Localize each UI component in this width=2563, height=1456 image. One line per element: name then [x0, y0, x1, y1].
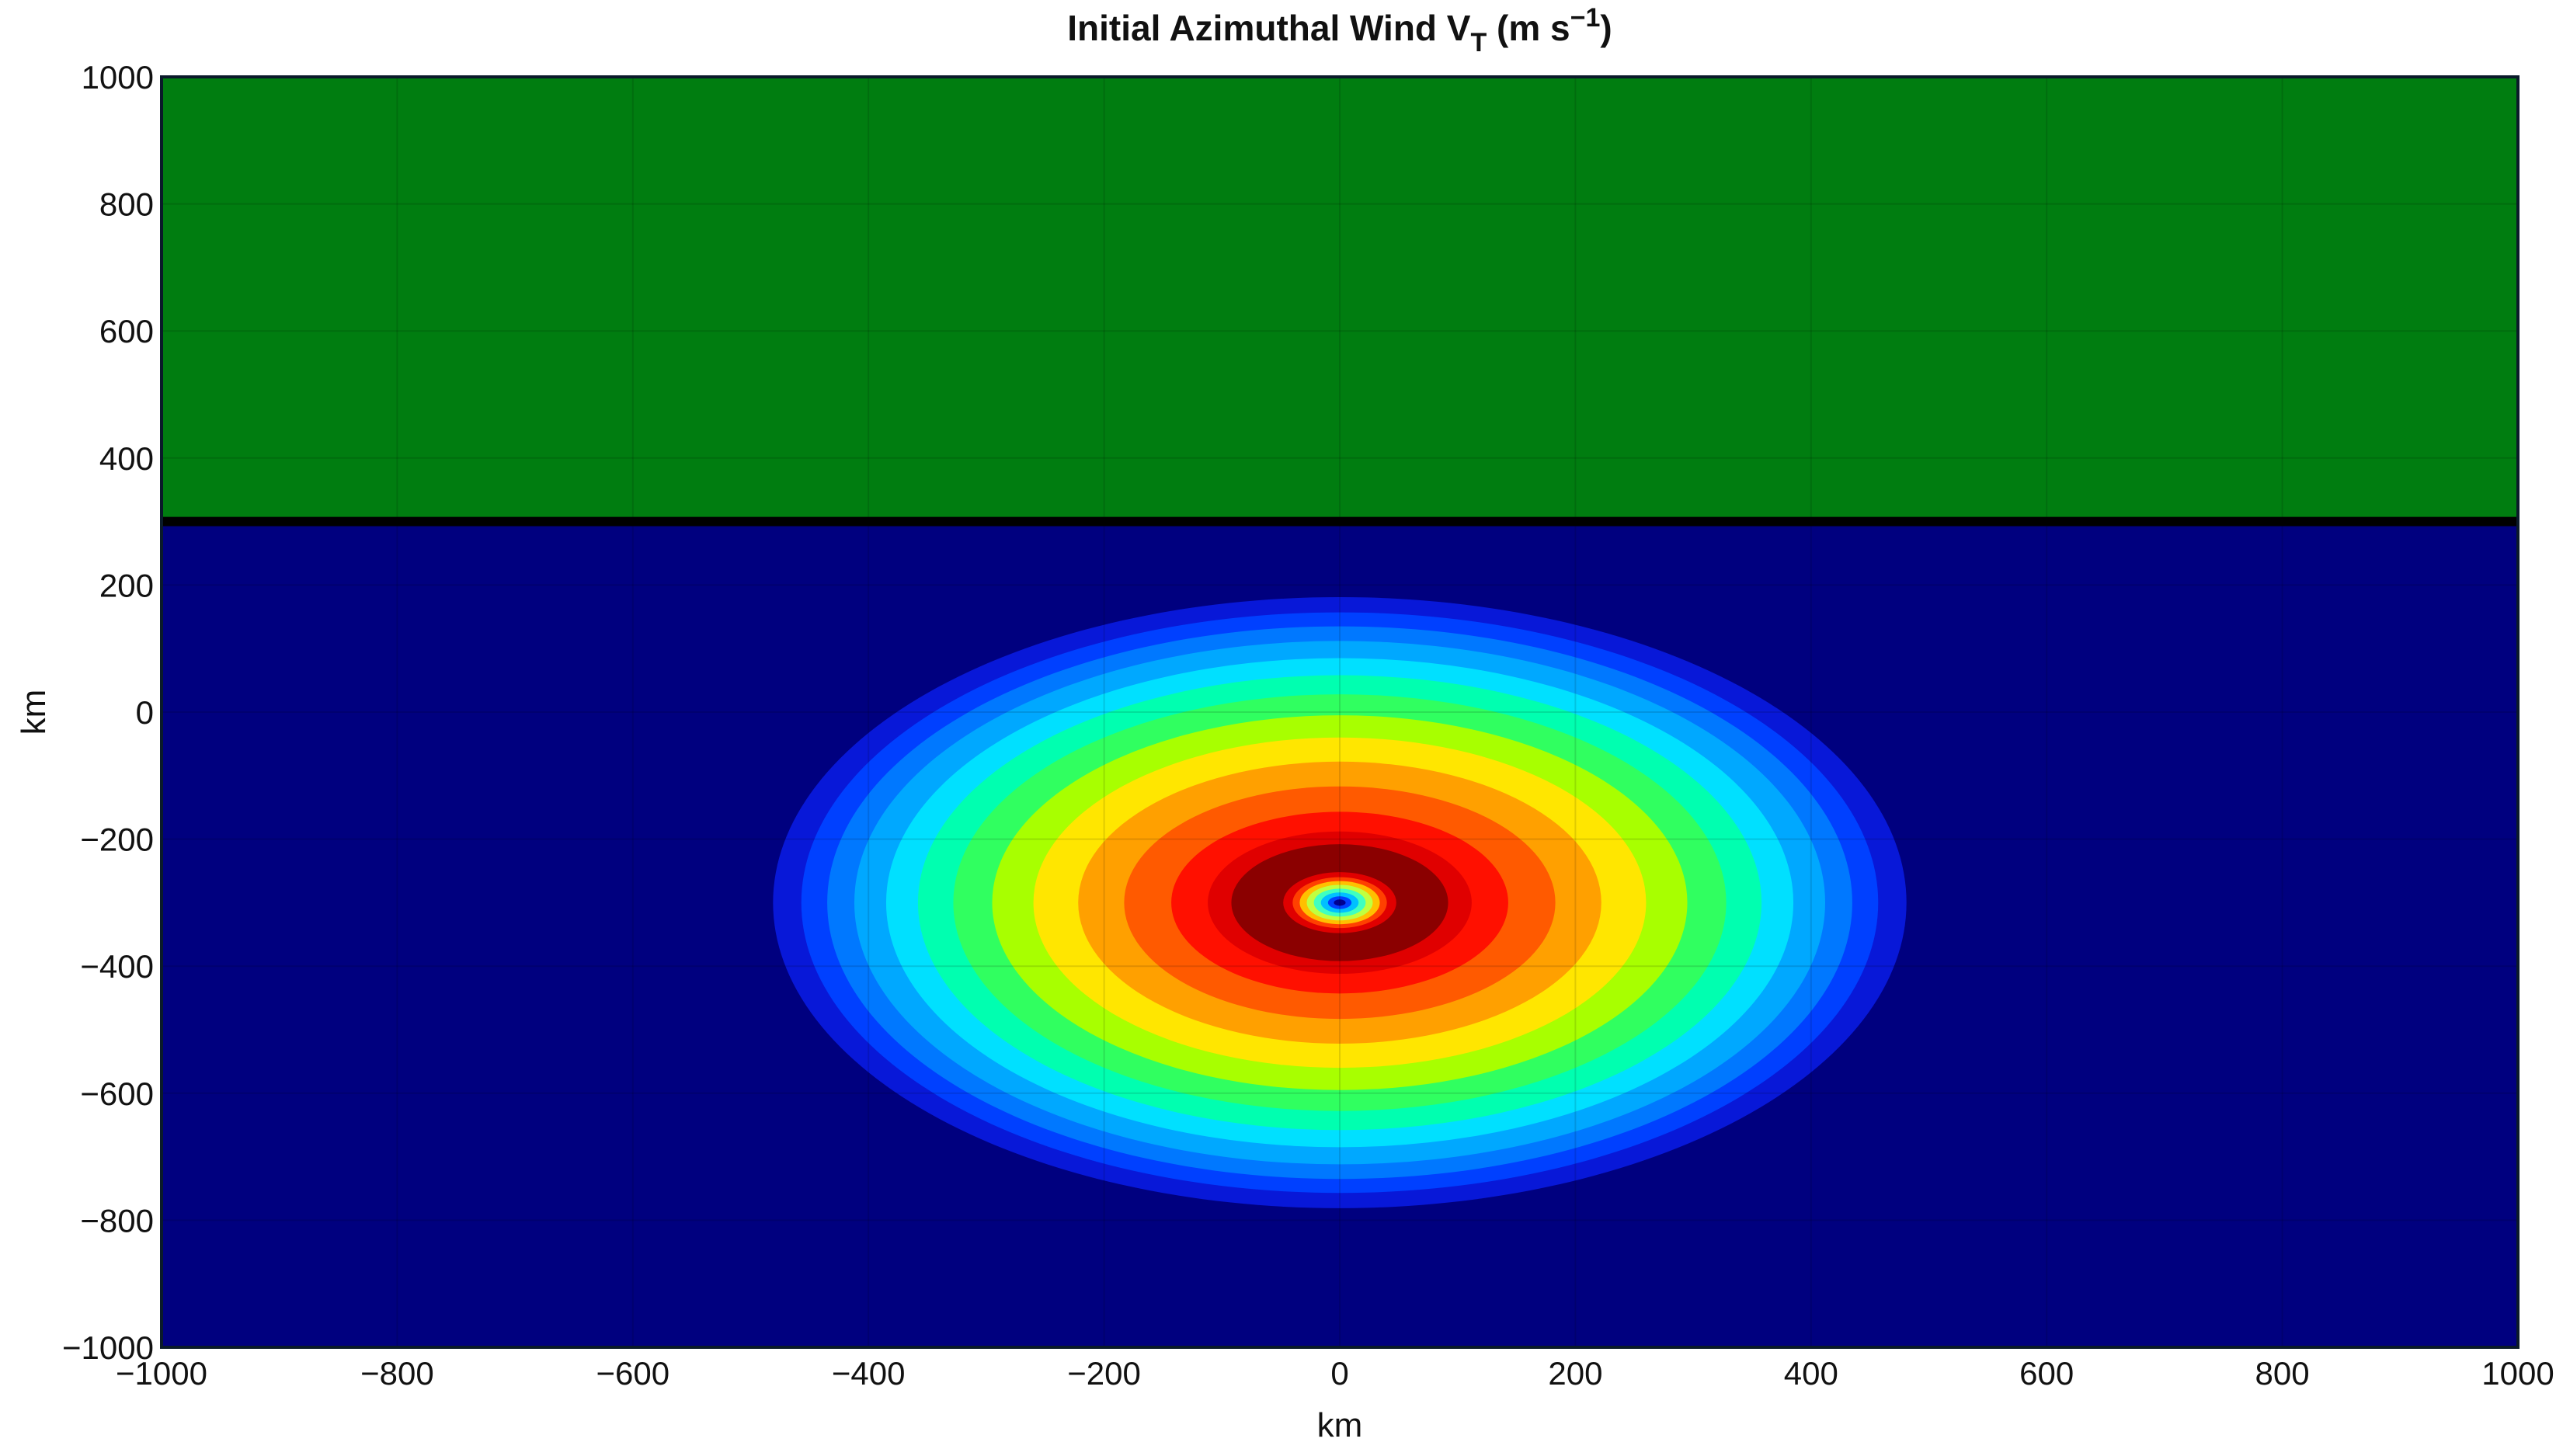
y-tick-label: 400: [99, 440, 154, 477]
y-tick-label: 800: [99, 186, 154, 223]
x-tick-label: −1000: [116, 1355, 207, 1392]
x-tick-label: 1000: [2481, 1355, 2554, 1392]
x-tick-label: 600: [2019, 1355, 2074, 1392]
title-subscript: T: [1470, 28, 1487, 57]
y-tick-label: 0: [136, 694, 154, 731]
x-tick-label: −600: [596, 1355, 669, 1392]
x-tick-label: 800: [2255, 1355, 2310, 1392]
title-close: ): [1600, 8, 1612, 48]
mask-region: [162, 77, 2518, 522]
y-tick-label: −800: [80, 1202, 154, 1239]
y-tick-label: 1000: [82, 59, 154, 96]
x-tick-label: 0: [1330, 1355, 1348, 1392]
y-tick-label: −400: [80, 948, 154, 985]
x-tick-label: 400: [1784, 1355, 1838, 1392]
y-tick-label: −200: [80, 822, 154, 858]
contour-band: [1334, 899, 1346, 906]
x-tick-label: −400: [832, 1355, 906, 1392]
y-tick-label: −1000: [62, 1329, 154, 1366]
y-axis-label: km: [15, 690, 53, 735]
title-superscript: −1: [1570, 3, 1601, 33]
y-tick-label: 200: [99, 567, 154, 603]
y-tick-label: 600: [99, 313, 154, 349]
chart-title: Initial Azimuthal Wind VT (m s−1): [1067, 3, 1612, 57]
x-tick-label: −800: [360, 1355, 434, 1392]
x-tick-label: −200: [1067, 1355, 1141, 1392]
title-text: Initial Azimuthal Wind V: [1067, 8, 1471, 48]
y-tick-label: −600: [80, 1075, 154, 1112]
x-axis-label: km: [1317, 1406, 1363, 1444]
x-tick-label: 200: [1548, 1355, 1602, 1392]
plot-frame: [160, 75, 2520, 1349]
title-units: (m s: [1487, 8, 1570, 48]
